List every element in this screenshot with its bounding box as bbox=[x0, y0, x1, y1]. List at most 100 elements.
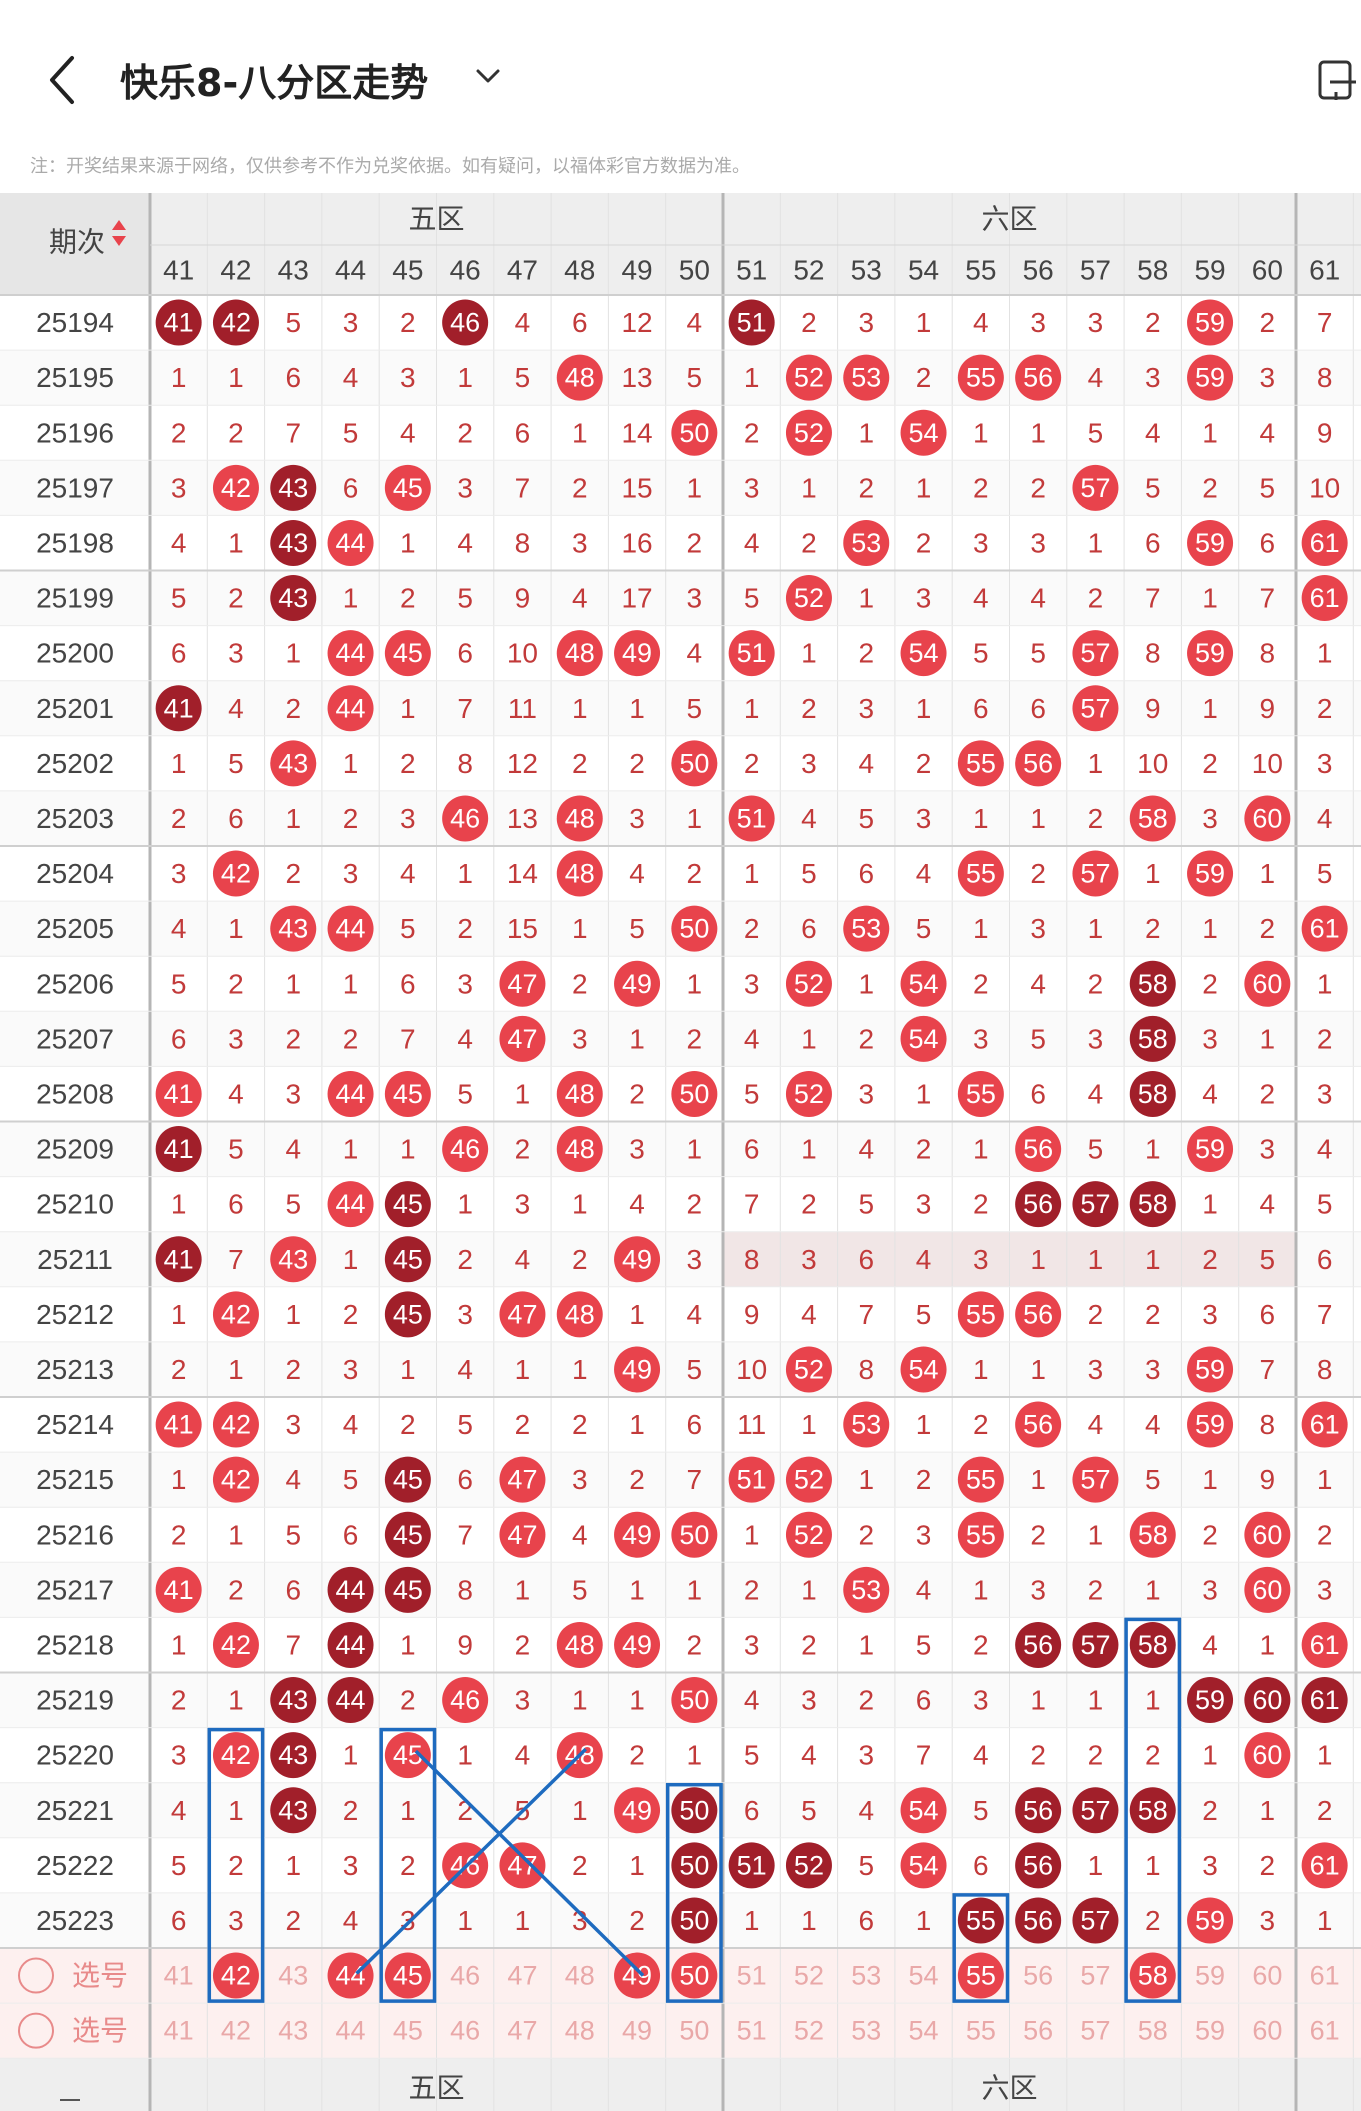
select-number[interactable]: 60 bbox=[1252, 1961, 1282, 1991]
picked-ball[interactable] bbox=[614, 1952, 661, 1999]
omission-count: 3 bbox=[1202, 1299, 1218, 1330]
select-number[interactable]: 55 bbox=[966, 2016, 996, 2046]
select-number[interactable]: 57 bbox=[1080, 1961, 1110, 1991]
omission-count: 16 bbox=[621, 527, 652, 558]
picked-ball[interactable] bbox=[1129, 1952, 1176, 1999]
column-header-53: 53 bbox=[851, 255, 882, 286]
select-number[interactable]: 41 bbox=[164, 2016, 194, 2046]
select-number[interactable]: 53 bbox=[851, 2016, 881, 2046]
omission-count: 8 bbox=[744, 1244, 760, 1275]
drawn-ball-number: 45 bbox=[393, 1079, 423, 1109]
column-header-60: 60 bbox=[1252, 255, 1283, 286]
period-label: 25206 bbox=[36, 968, 114, 999]
select-number[interactable]: 44 bbox=[336, 2016, 366, 2046]
omission-count: 2 bbox=[228, 968, 244, 999]
picked-ball[interactable] bbox=[671, 1952, 718, 1999]
picked-ball[interactable] bbox=[384, 1952, 431, 1999]
omission-count: 1 bbox=[1088, 1850, 1104, 1881]
omission-count: 2 bbox=[457, 913, 473, 944]
select-number[interactable]: 47 bbox=[507, 1961, 537, 1991]
select-number[interactable]: 60 bbox=[1252, 2016, 1282, 2046]
drawn-ball bbox=[442, 299, 489, 346]
picked-ball-number[interactable]: 50 bbox=[679, 1961, 709, 1991]
select-number[interactable]: 57 bbox=[1080, 2016, 1110, 2046]
picked-ball-number[interactable]: 44 bbox=[336, 1961, 366, 1991]
picked-ball-number[interactable]: 55 bbox=[966, 1961, 996, 1991]
drawn-ball bbox=[327, 1070, 374, 1117]
select-number[interactable]: 47 bbox=[507, 2016, 537, 2046]
select-number[interactable]: 54 bbox=[909, 1961, 939, 1991]
column-header-56: 56 bbox=[1023, 255, 1054, 286]
omission-count: 5 bbox=[973, 638, 989, 669]
omission-count: 5 bbox=[744, 583, 760, 614]
select-number[interactable]: 48 bbox=[565, 2016, 595, 2046]
device-switch-icon[interactable] bbox=[1318, 56, 1358, 102]
select-number[interactable]: 43 bbox=[278, 1961, 308, 1991]
omission-count: 1 bbox=[457, 858, 473, 889]
column-header-48: 48 bbox=[564, 255, 595, 286]
drawn-ball-number: 58 bbox=[1138, 1630, 1168, 1660]
row-stripe bbox=[0, 680, 1361, 736]
drawn-ball-number: 49 bbox=[622, 1244, 652, 1274]
omission-count: 3 bbox=[228, 1905, 244, 1936]
sort-down-icon[interactable] bbox=[112, 236, 126, 246]
select-number[interactable]: 51 bbox=[737, 2016, 767, 2046]
select-number[interactable]: 41 bbox=[164, 1961, 194, 1991]
drawn-ball-number: 44 bbox=[336, 1575, 366, 1605]
select-number[interactable]: 42 bbox=[221, 2016, 251, 2046]
select-number[interactable]: 49 bbox=[622, 2016, 652, 2046]
select-number[interactable]: 56 bbox=[1023, 2016, 1053, 2046]
picked-ball[interactable] bbox=[212, 1952, 259, 1999]
picked-ball[interactable] bbox=[327, 1952, 374, 1999]
select-number[interactable]: 53 bbox=[851, 1961, 881, 1991]
select-number[interactable]: 59 bbox=[1195, 2016, 1225, 2046]
select-number[interactable]: 59 bbox=[1195, 1961, 1225, 1991]
select-number[interactable]: 46 bbox=[450, 2016, 480, 2046]
picked-ball-number[interactable]: 45 bbox=[393, 1961, 423, 1991]
select-number[interactable]: 54 bbox=[909, 2016, 939, 2046]
back-chevron-left-icon[interactable] bbox=[40, 50, 90, 110]
omission-count: 2 bbox=[1030, 472, 1046, 503]
select-number[interactable]: 43 bbox=[278, 2016, 308, 2046]
omission-count: 13 bbox=[621, 362, 652, 393]
select-radio-icon[interactable] bbox=[18, 2012, 54, 2049]
sort-up-icon[interactable] bbox=[112, 220, 126, 230]
select-number[interactable]: 48 bbox=[565, 1961, 595, 1991]
omission-count: 4 bbox=[858, 1134, 874, 1165]
picked-ball-number[interactable]: 58 bbox=[1138, 1961, 1168, 1991]
omission-count: 1 bbox=[1317, 1464, 1333, 1495]
omission-count: 9 bbox=[1317, 417, 1333, 448]
select-number[interactable]: 51 bbox=[737, 1961, 767, 1991]
omission-count: 5 bbox=[515, 362, 531, 393]
drawn-ball bbox=[900, 960, 947, 1007]
omission-count: 1 bbox=[801, 1409, 817, 1440]
drawn-ball bbox=[384, 1236, 431, 1283]
select-number[interactable]: 50 bbox=[679, 2016, 709, 2046]
chevron-down-icon[interactable] bbox=[472, 60, 504, 92]
select-number[interactable]: 52 bbox=[794, 1961, 824, 1991]
column-header-54: 54 bbox=[908, 255, 939, 286]
picked-ball[interactable] bbox=[957, 1952, 1004, 1999]
drawn-ball-number: 44 bbox=[336, 1189, 366, 1219]
period-header[interactable]: 期次 bbox=[49, 227, 105, 258]
omission-count: 4 bbox=[572, 1519, 588, 1550]
omission-count: 4 bbox=[973, 583, 989, 614]
select-number[interactable]: 45 bbox=[393, 2016, 423, 2046]
select-radio-icon[interactable] bbox=[18, 1957, 54, 1994]
omission-count: 4 bbox=[457, 1023, 473, 1054]
omission-count: 3 bbox=[572, 527, 588, 558]
omission-count: 1 bbox=[1317, 968, 1333, 999]
select-label[interactable]: 选号 bbox=[72, 1960, 128, 1991]
drawn-ball-number: 43 bbox=[278, 1795, 308, 1825]
picked-ball-number[interactable]: 42 bbox=[221, 1961, 251, 1991]
select-number[interactable]: 46 bbox=[450, 1961, 480, 1991]
select-number[interactable]: 58 bbox=[1138, 2016, 1168, 2046]
omission-count: 2 bbox=[572, 968, 588, 999]
picked-ball-number[interactable]: 49 bbox=[622, 1961, 652, 1991]
select-number[interactable]: 61 bbox=[1310, 1961, 1340, 1991]
omission-count: 2 bbox=[285, 693, 301, 724]
select-number[interactable]: 56 bbox=[1023, 1961, 1053, 1991]
select-label[interactable]: 选号 bbox=[72, 2015, 128, 2046]
select-number[interactable]: 52 bbox=[794, 2016, 824, 2046]
select-number[interactable]: 61 bbox=[1310, 2016, 1340, 2046]
